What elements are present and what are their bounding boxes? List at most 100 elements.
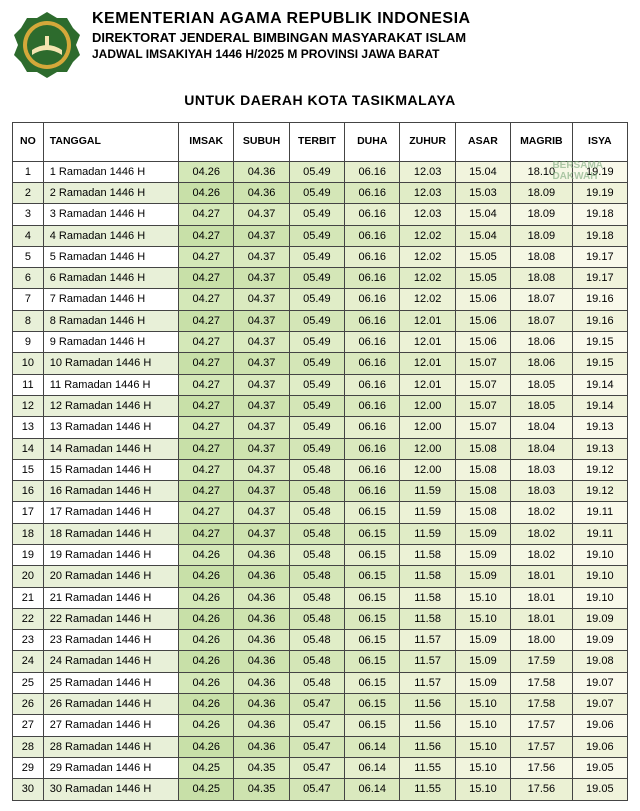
cell-time: 15.07 <box>455 395 510 416</box>
cell-time: 05.48 <box>289 630 344 651</box>
col-imsak: IMSAK <box>179 123 234 162</box>
cell-time: 15.10 <box>455 736 510 757</box>
cell-time: 04.37 <box>234 502 289 523</box>
cell-no: 28 <box>13 736 44 757</box>
cell-time: 05.49 <box>289 417 344 438</box>
cell-time: 06.16 <box>345 417 400 438</box>
cell-time: 06.15 <box>345 544 400 565</box>
cell-time: 06.16 <box>345 438 400 459</box>
cell-time: 04.37 <box>234 332 289 353</box>
cell-time: 17.57 <box>511 715 573 736</box>
cell-time: 19.10 <box>572 587 627 608</box>
cell-time: 18.04 <box>511 438 573 459</box>
cell-no: 17 <box>13 502 44 523</box>
table-row: 1414 Ramadan 1446 H04.2704.3705.4906.161… <box>13 438 628 459</box>
cell-time: 04.37 <box>234 438 289 459</box>
cell-time: 18.00 <box>511 630 573 651</box>
cell-time: 15.07 <box>455 417 510 438</box>
col-zuhur: ZUHUR <box>400 123 455 162</box>
cell-time: 04.26 <box>179 182 234 203</box>
table-row: 2020 Ramadan 1446 H04.2604.3605.4806.151… <box>13 566 628 587</box>
cell-time: 05.48 <box>289 502 344 523</box>
cell-time: 18.09 <box>511 182 573 203</box>
cell-time: 15.09 <box>455 651 510 672</box>
cell-time: 04.27 <box>179 438 234 459</box>
cell-time: 12.00 <box>400 438 455 459</box>
cell-time: 19.17 <box>572 268 627 289</box>
cell-time: 05.48 <box>289 523 344 544</box>
cell-time: 19.15 <box>572 332 627 353</box>
cell-tanggal: 29 Ramadan 1446 H <box>43 757 178 778</box>
cell-time: 18.03 <box>511 459 573 480</box>
cell-time: 04.27 <box>179 502 234 523</box>
col-no: NO <box>13 123 44 162</box>
cell-time: 11.58 <box>400 608 455 629</box>
table-row: 2929 Ramadan 1446 H04.2504.3505.4706.141… <box>13 757 628 778</box>
col-isya: ISYA <box>572 123 627 162</box>
cell-time: 15.06 <box>455 289 510 310</box>
cell-time: 05.47 <box>289 715 344 736</box>
cell-time: 15.08 <box>455 481 510 502</box>
cell-tanggal: 20 Ramadan 1446 H <box>43 566 178 587</box>
cell-time: 05.49 <box>289 182 344 203</box>
cell-time: 06.14 <box>345 757 400 778</box>
cell-time: 19.10 <box>572 544 627 565</box>
cell-time: 04.35 <box>234 757 289 778</box>
cell-time: 15.09 <box>455 544 510 565</box>
cell-time: 15.06 <box>455 310 510 331</box>
cell-time: 15.08 <box>455 502 510 523</box>
cell-time: 12.01 <box>400 353 455 374</box>
cell-time: 04.27 <box>179 459 234 480</box>
cell-time: 17.56 <box>511 757 573 778</box>
cell-time: 06.16 <box>345 161 400 182</box>
cell-time: 04.27 <box>179 523 234 544</box>
cell-no: 23 <box>13 630 44 651</box>
cell-time: 11.56 <box>400 694 455 715</box>
cell-time: 15.10 <box>455 694 510 715</box>
table-row: 11 Ramadan 1446 H04.2604.3605.4906.1612.… <box>13 161 628 182</box>
cell-time: 05.49 <box>289 225 344 246</box>
cell-time: 18.03 <box>511 481 573 502</box>
cell-time: 04.27 <box>179 204 234 225</box>
cell-tanggal: 27 Ramadan 1446 H <box>43 715 178 736</box>
cell-no: 16 <box>13 481 44 502</box>
table-row: 33 Ramadan 1446 H04.2704.3705.4906.1612.… <box>13 204 628 225</box>
cell-time: 05.48 <box>289 459 344 480</box>
cell-time: 19.06 <box>572 715 627 736</box>
cell-time: 11.59 <box>400 523 455 544</box>
table-row: 77 Ramadan 1446 H04.2704.3705.4906.1612.… <box>13 289 628 310</box>
cell-time: 04.26 <box>179 672 234 693</box>
cell-time: 04.26 <box>179 630 234 651</box>
cell-time: 15.04 <box>455 225 510 246</box>
cell-no: 24 <box>13 651 44 672</box>
cell-time: 04.36 <box>234 161 289 182</box>
cell-time: 15.08 <box>455 459 510 480</box>
cell-no: 10 <box>13 353 44 374</box>
cell-time: 04.26 <box>179 715 234 736</box>
cell-time: 12.03 <box>400 161 455 182</box>
cell-time: 05.48 <box>289 544 344 565</box>
cell-time: 11.59 <box>400 502 455 523</box>
cell-time: 04.27 <box>179 353 234 374</box>
cell-time: 06.16 <box>345 459 400 480</box>
cell-no: 27 <box>13 715 44 736</box>
cell-time: 19.14 <box>572 395 627 416</box>
cell-time: 04.37 <box>234 417 289 438</box>
cell-tanggal: 3 Ramadan 1446 H <box>43 204 178 225</box>
cell-no: 19 <box>13 544 44 565</box>
cell-no: 18 <box>13 523 44 544</box>
cell-time: 12.02 <box>400 246 455 267</box>
cell-time: 15.07 <box>455 353 510 374</box>
cell-time: 04.27 <box>179 225 234 246</box>
cell-no: 14 <box>13 438 44 459</box>
cell-time: 18.08 <box>511 246 573 267</box>
col-magrib: MAGRIB <box>511 123 573 162</box>
cell-time: 04.37 <box>234 289 289 310</box>
cell-time: 11.55 <box>400 757 455 778</box>
cell-tanggal: 23 Ramadan 1446 H <box>43 630 178 651</box>
cell-time: 18.02 <box>511 544 573 565</box>
cell-no: 5 <box>13 246 44 267</box>
cell-time: 04.37 <box>234 523 289 544</box>
cell-time: 04.37 <box>234 395 289 416</box>
cell-no: 1 <box>13 161 44 182</box>
